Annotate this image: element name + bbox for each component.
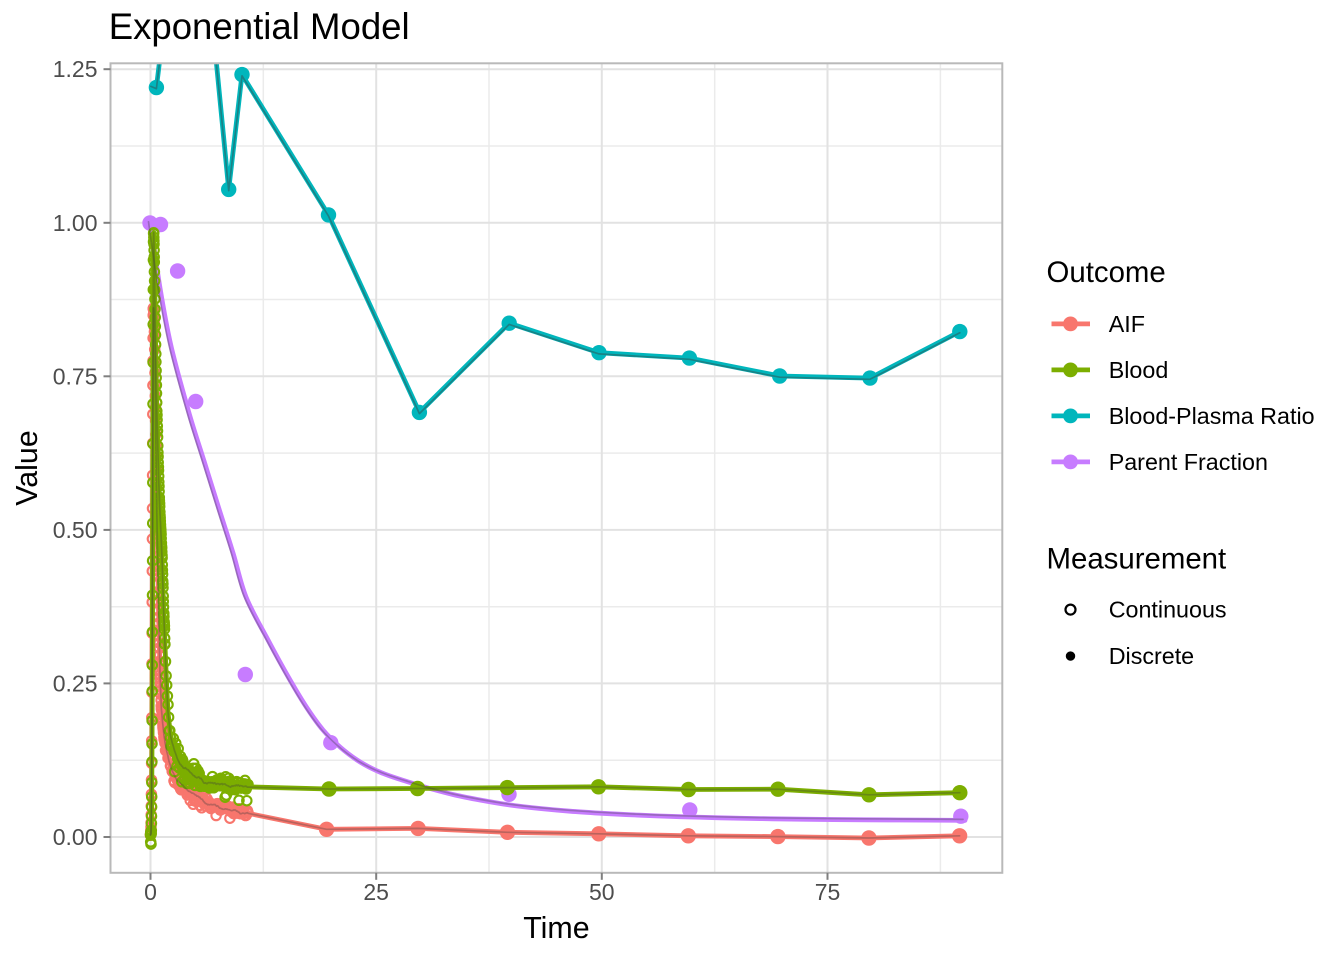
svg-text:25: 25 bbox=[363, 879, 389, 905]
svg-text:Value: Value bbox=[10, 430, 44, 505]
svg-text:Outcome: Outcome bbox=[1047, 256, 1166, 289]
svg-text:Blood-Plasma Ratio: Blood-Plasma Ratio bbox=[1109, 403, 1315, 429]
svg-text:0.25: 0.25 bbox=[53, 670, 98, 696]
svg-text:75: 75 bbox=[815, 879, 841, 905]
svg-text:Discrete: Discrete bbox=[1109, 643, 1194, 669]
svg-text:Time: Time bbox=[523, 911, 589, 945]
svg-text:0: 0 bbox=[144, 879, 157, 905]
svg-text:Continuous: Continuous bbox=[1109, 597, 1227, 623]
svg-text:AIF: AIF bbox=[1109, 311, 1145, 337]
svg-text:Parent Fraction: Parent Fraction bbox=[1109, 449, 1268, 475]
svg-text:0.50: 0.50 bbox=[53, 517, 98, 543]
svg-text:1.00: 1.00 bbox=[53, 210, 98, 236]
svg-text:Exponential Model: Exponential Model bbox=[109, 6, 410, 47]
svg-text:0.75: 0.75 bbox=[53, 363, 98, 389]
svg-text:Blood: Blood bbox=[1109, 357, 1169, 383]
svg-text:Measurement: Measurement bbox=[1047, 543, 1227, 576]
svg-text:50: 50 bbox=[589, 879, 615, 905]
svg-text:1.25: 1.25 bbox=[53, 56, 98, 82]
svg-text:0.00: 0.00 bbox=[53, 824, 98, 850]
